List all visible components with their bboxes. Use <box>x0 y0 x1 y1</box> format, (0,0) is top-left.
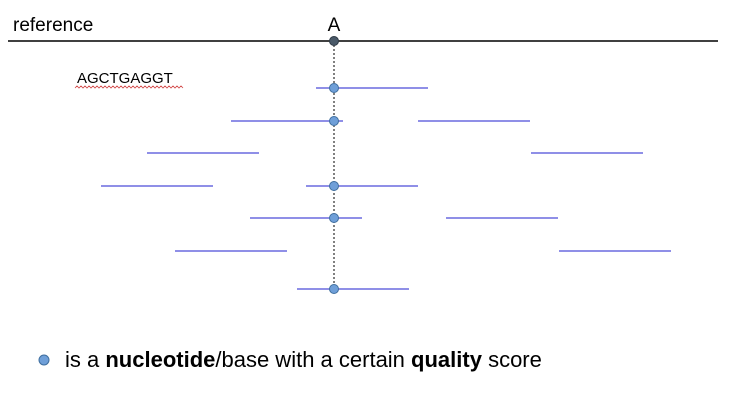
base-dot <box>329 284 339 294</box>
base-dot <box>329 83 339 93</box>
legend-dot-icon <box>38 354 50 366</box>
reads <box>101 87 671 290</box>
base-dot <box>329 213 339 223</box>
legend-part-nucleotide: nucleotide <box>105 347 215 372</box>
read-sequence-label: AGCTGAGGT <box>77 70 173 87</box>
legend-text: is a nucleotide/base with a certain qual… <box>65 347 542 372</box>
base-dot <box>329 181 339 191</box>
base-dot <box>329 116 339 126</box>
legend-part-3: /base with a certain <box>215 347 411 372</box>
reference-base-dot <box>329 36 339 46</box>
reference-label: reference <box>13 15 93 36</box>
legend-part-quality: quality <box>411 347 483 372</box>
legend-part-5: score <box>482 347 542 372</box>
base-dots <box>329 83 339 294</box>
spellcheck-underline <box>74 85 184 89</box>
position-label: A <box>328 15 341 36</box>
legend-part-1: is a <box>65 347 105 372</box>
